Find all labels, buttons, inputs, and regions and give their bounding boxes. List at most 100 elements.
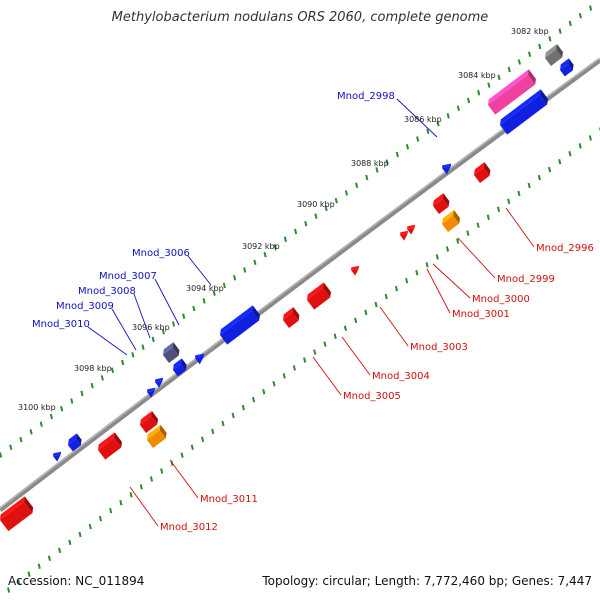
outer-tick-track: [0, 5, 593, 458]
feature-red-g: [0, 496, 34, 532]
tick-mark: [324, 205, 328, 212]
feature-red-arrow-c: [351, 265, 360, 276]
gene-label-reverse: Mnod_2996: [536, 243, 594, 254]
feature-red-arrow-a-head: [400, 233, 408, 241]
tick-mark: [80, 390, 84, 397]
tick-mark: [497, 74, 501, 81]
feature-pink-top: [488, 69, 529, 105]
feature-red-d-face: [283, 312, 299, 328]
tick-mark: [129, 492, 133, 498]
tick-mark: [121, 359, 125, 366]
feature-red-g-top: [0, 496, 25, 520]
tick-mark: [313, 349, 317, 355]
feature-pink-side: [527, 69, 536, 85]
tick-mark: [110, 367, 115, 373]
tick-mark: [212, 290, 216, 296]
gene-label-forward: Mnod_3009: [56, 301, 114, 312]
feature-blue-e-side: [75, 433, 82, 446]
tick-mark: [47, 555, 51, 562]
tick-mark: [7, 587, 11, 593]
tick-mark: [100, 375, 104, 381]
feature-blue-d-head: [147, 390, 155, 398]
tick-mark: [334, 197, 338, 204]
feature-blue-top-top: [560, 58, 569, 70]
leader-line: [505, 207, 535, 248]
feature-blue-d-head-top: [147, 387, 156, 392]
tick-mark: [222, 282, 226, 289]
tick-mark: [589, 5, 593, 11]
feature-red-f-face: [98, 437, 122, 460]
tick-mark: [304, 221, 308, 227]
tick-mark: [149, 476, 154, 482]
tick-mark: [251, 396, 256, 403]
tick-mark: [395, 151, 399, 158]
tick-mark: [426, 128, 430, 135]
gene-label-forward: Mnod_3007: [99, 271, 157, 282]
feature-red-arrow-b-head-top: [407, 224, 416, 229]
feature-blue-e-top: [68, 433, 77, 445]
gene-label-reverse: Mnod_3012: [160, 522, 218, 533]
gene-label-forward: Mnod_2998: [337, 91, 395, 102]
feature-gray-top-top: [545, 43, 557, 58]
tick-mark: [109, 507, 113, 514]
tick-mark: [486, 214, 490, 220]
scale-label: 3092 kbp: [242, 242, 280, 251]
feature-blue-mid: [220, 305, 260, 345]
tick-mark: [70, 398, 74, 404]
map-title: Methylobacterium nodulans ORS 2060, comp…: [111, 10, 489, 25]
gene-label-reverse: Mnod_3000: [472, 294, 530, 305]
tick-mark: [58, 547, 62, 554]
feature-red-g-side: [23, 496, 34, 514]
tick-mark: [496, 206, 501, 213]
tick-mark: [364, 309, 368, 316]
tick-mark: [314, 213, 318, 219]
tick-mark: [160, 468, 164, 474]
scale-label: 3096 kbp: [132, 323, 170, 332]
feature-blue-f: [53, 451, 62, 462]
tick-mark: [9, 444, 13, 451]
feature-red-c-side: [322, 282, 331, 298]
tick-mark: [548, 36, 552, 42]
feature-blue-long: [500, 89, 548, 135]
leader-line: [111, 308, 137, 351]
tick-mark: [282, 373, 286, 379]
feature-red-arrow-c-head: [351, 268, 359, 276]
feature-red-b-side: [442, 193, 450, 207]
tick-mark: [243, 267, 247, 273]
tick-mark: [17, 579, 21, 585]
tick-mark: [456, 238, 460, 244]
tick-mark: [221, 420, 225, 427]
leader-line: [341, 336, 371, 376]
tick-mark: [527, 182, 531, 189]
feature-red-c-top: [307, 282, 324, 300]
tick-mark: [416, 136, 420, 142]
feature-red-f: [98, 432, 122, 460]
feature-slate-top: [163, 342, 174, 355]
feature-red-e-top: [140, 410, 152, 425]
tick-mark: [283, 236, 287, 242]
gene-label-reverse: Mnod_2999: [497, 274, 555, 285]
tick-mark: [241, 404, 245, 411]
feature-blue-f-head-top: [53, 451, 62, 456]
feature-red-arrow-a-head-top: [400, 230, 409, 235]
tick-mark: [231, 412, 235, 419]
leader-line: [432, 263, 471, 299]
feature-red-d-side: [292, 307, 300, 321]
gene-label-forward: Mnod_3006: [132, 248, 190, 259]
feature-blue-arrow: [442, 163, 452, 175]
feature-orange-b-side: [159, 424, 167, 439]
tick-mark: [375, 167, 379, 173]
feature-blue-small-head: [195, 356, 204, 365]
feature-red-a-face: [474, 167, 490, 183]
feature-orange-a-top: [442, 209, 454, 224]
tick-mark: [588, 135, 592, 141]
feature-blue-b-top: [173, 358, 182, 370]
scale-label: 3090 kbp: [297, 200, 335, 209]
tick-mark: [98, 515, 103, 522]
feature-red-d-top: [283, 307, 294, 320]
tick-mark: [578, 143, 582, 149]
tick-mark: [192, 305, 196, 312]
accession-text: Accession: NC_011894: [8, 574, 145, 588]
feature-blue-e: [68, 433, 82, 452]
tick-mark: [344, 190, 349, 196]
